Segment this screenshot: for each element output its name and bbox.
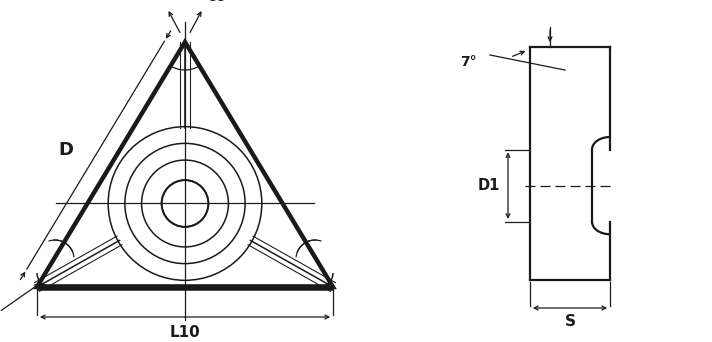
Text: L10: L10 bbox=[169, 325, 200, 340]
Text: S: S bbox=[565, 314, 575, 329]
Text: D1: D1 bbox=[478, 178, 500, 193]
Text: 60°: 60° bbox=[207, 0, 232, 4]
Text: D: D bbox=[58, 141, 73, 159]
Text: 7°: 7° bbox=[460, 55, 476, 69]
